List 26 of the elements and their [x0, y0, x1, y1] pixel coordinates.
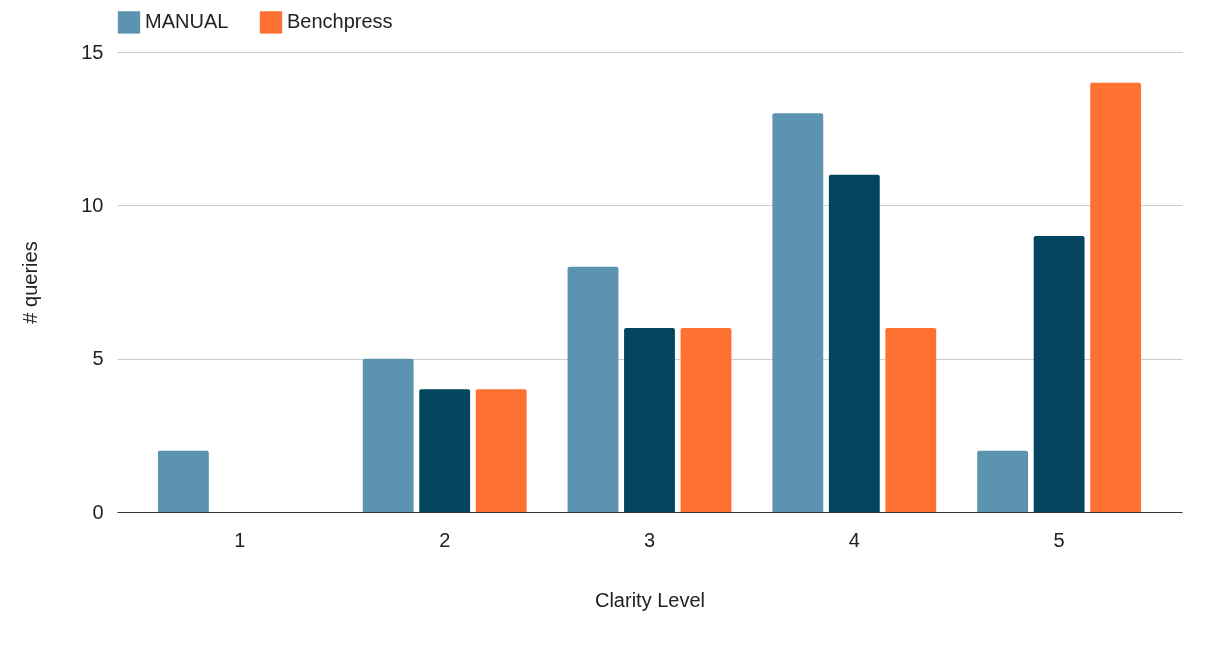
bar	[680, 328, 732, 512]
x-tick-label: 4	[848, 528, 860, 551]
x-tick-label: 2	[439, 528, 451, 551]
bar	[362, 358, 414, 512]
x-tick-label: 3	[643, 528, 656, 551]
legend-label: Benchpress	[287, 10, 393, 33]
bar	[1033, 236, 1085, 512]
y-tick-label: 15	[81, 40, 104, 63]
bar	[885, 328, 937, 512]
bar	[419, 389, 471, 512]
x-axis-title: Clarity Level	[594, 588, 706, 611]
x-tick-label: 1	[234, 528, 246, 551]
y-tick-label: 0	[92, 500, 104, 523]
bar	[772, 113, 824, 512]
bar	[977, 450, 1029, 512]
y-tick-label: 5	[92, 347, 104, 370]
legend-label: MANUAL	[145, 10, 229, 33]
y-axis-title: # queries	[19, 241, 42, 324]
bar	[624, 328, 675, 512]
bar	[828, 174, 880, 512]
bar	[567, 266, 619, 512]
bar	[475, 389, 527, 512]
x-tick-label: 5	[1053, 528, 1065, 551]
y-tick-label: 10	[81, 193, 104, 216]
bar	[1090, 82, 1142, 512]
bar	[157, 450, 209, 512]
